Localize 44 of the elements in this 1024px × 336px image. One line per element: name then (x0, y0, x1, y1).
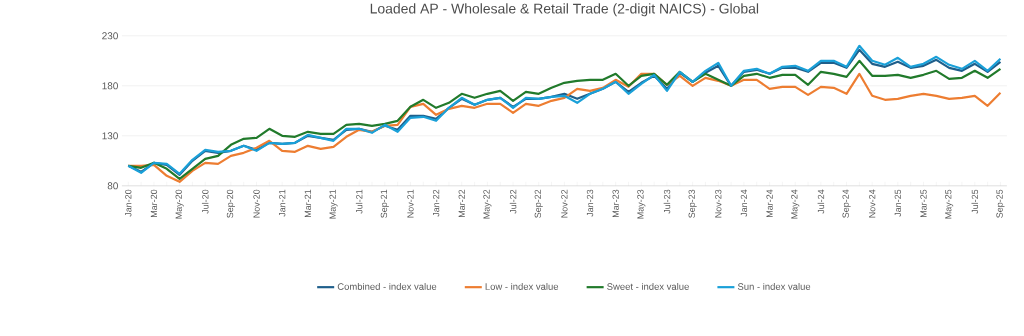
x-tick-label: Jan-24 (740, 189, 748, 217)
legend-label: Sun - index value (737, 283, 811, 291)
x-tick-label: Mar-23 (612, 189, 619, 218)
x-tick-label: Jan-23 (586, 189, 594, 217)
x-tick-label: Sep-20 (226, 189, 235, 218)
x-tick-label: Jul-23 (663, 189, 671, 214)
x-tick-label: May-21 (329, 189, 338, 219)
x-tick-label: Mar-24 (766, 189, 773, 218)
y-tick-label: 180 (102, 82, 118, 90)
x-tick-label: Mar-22 (458, 189, 465, 218)
x-tick-label: Nov-22 (561, 189, 568, 218)
x-tick-label: Nov-23 (715, 189, 722, 218)
y-tick-label: 130 (102, 132, 118, 140)
x-tick-label: Sep-25 (996, 189, 1005, 218)
x-tick-label: May-20 (175, 189, 184, 219)
x-tick-label: May-22 (483, 189, 492, 219)
x-tick-label: Sep-22 (534, 189, 543, 218)
legend-label: Low - index value (485, 283, 559, 291)
x-tick-label: Jan-22 (432, 189, 440, 217)
x-tick-label: Mar-25 (920, 189, 927, 218)
x-tick-label: Jan-20 (125, 189, 132, 217)
x-tick-label: Nov-24 (869, 189, 876, 218)
x-tick-label: Jan-21 (279, 189, 286, 217)
x-tick-label: May-25 (945, 189, 954, 219)
x-tick-label: Jul-22 (509, 189, 517, 214)
x-tick-label: Mar-20 (150, 189, 158, 218)
x-tick-label: Nov-21 (407, 189, 414, 218)
chart-title: Loaded AP - Wholesale & Retail Trade (2-digit NAICS) - Global (370, 3, 759, 17)
x-tick-label: Jan-25 (894, 189, 902, 217)
x-tick-label: Jul-24 (817, 189, 825, 214)
x-tick-label: Sep-21 (380, 189, 389, 218)
x-tick-label: May-24 (791, 189, 800, 219)
legend-label: Sweet - index value (607, 283, 689, 291)
x-tick-label: Jul-25 (971, 189, 979, 214)
x-tick-label: Jul-20 (201, 189, 209, 214)
x-tick-label: Nov-20 (253, 189, 260, 218)
x-tick-label: May-23 (637, 189, 646, 219)
y-tick-label: 230 (102, 32, 118, 40)
x-tick-label: Sep-23 (688, 189, 697, 218)
x-tick-label: Jul-21 (355, 189, 363, 214)
x-tick-label: Mar-21 (304, 189, 312, 218)
y-tick-label: 80 (107, 182, 118, 190)
x-tick-label: Sep-24 (842, 189, 851, 218)
legend-label: Combined - index value (337, 283, 437, 291)
